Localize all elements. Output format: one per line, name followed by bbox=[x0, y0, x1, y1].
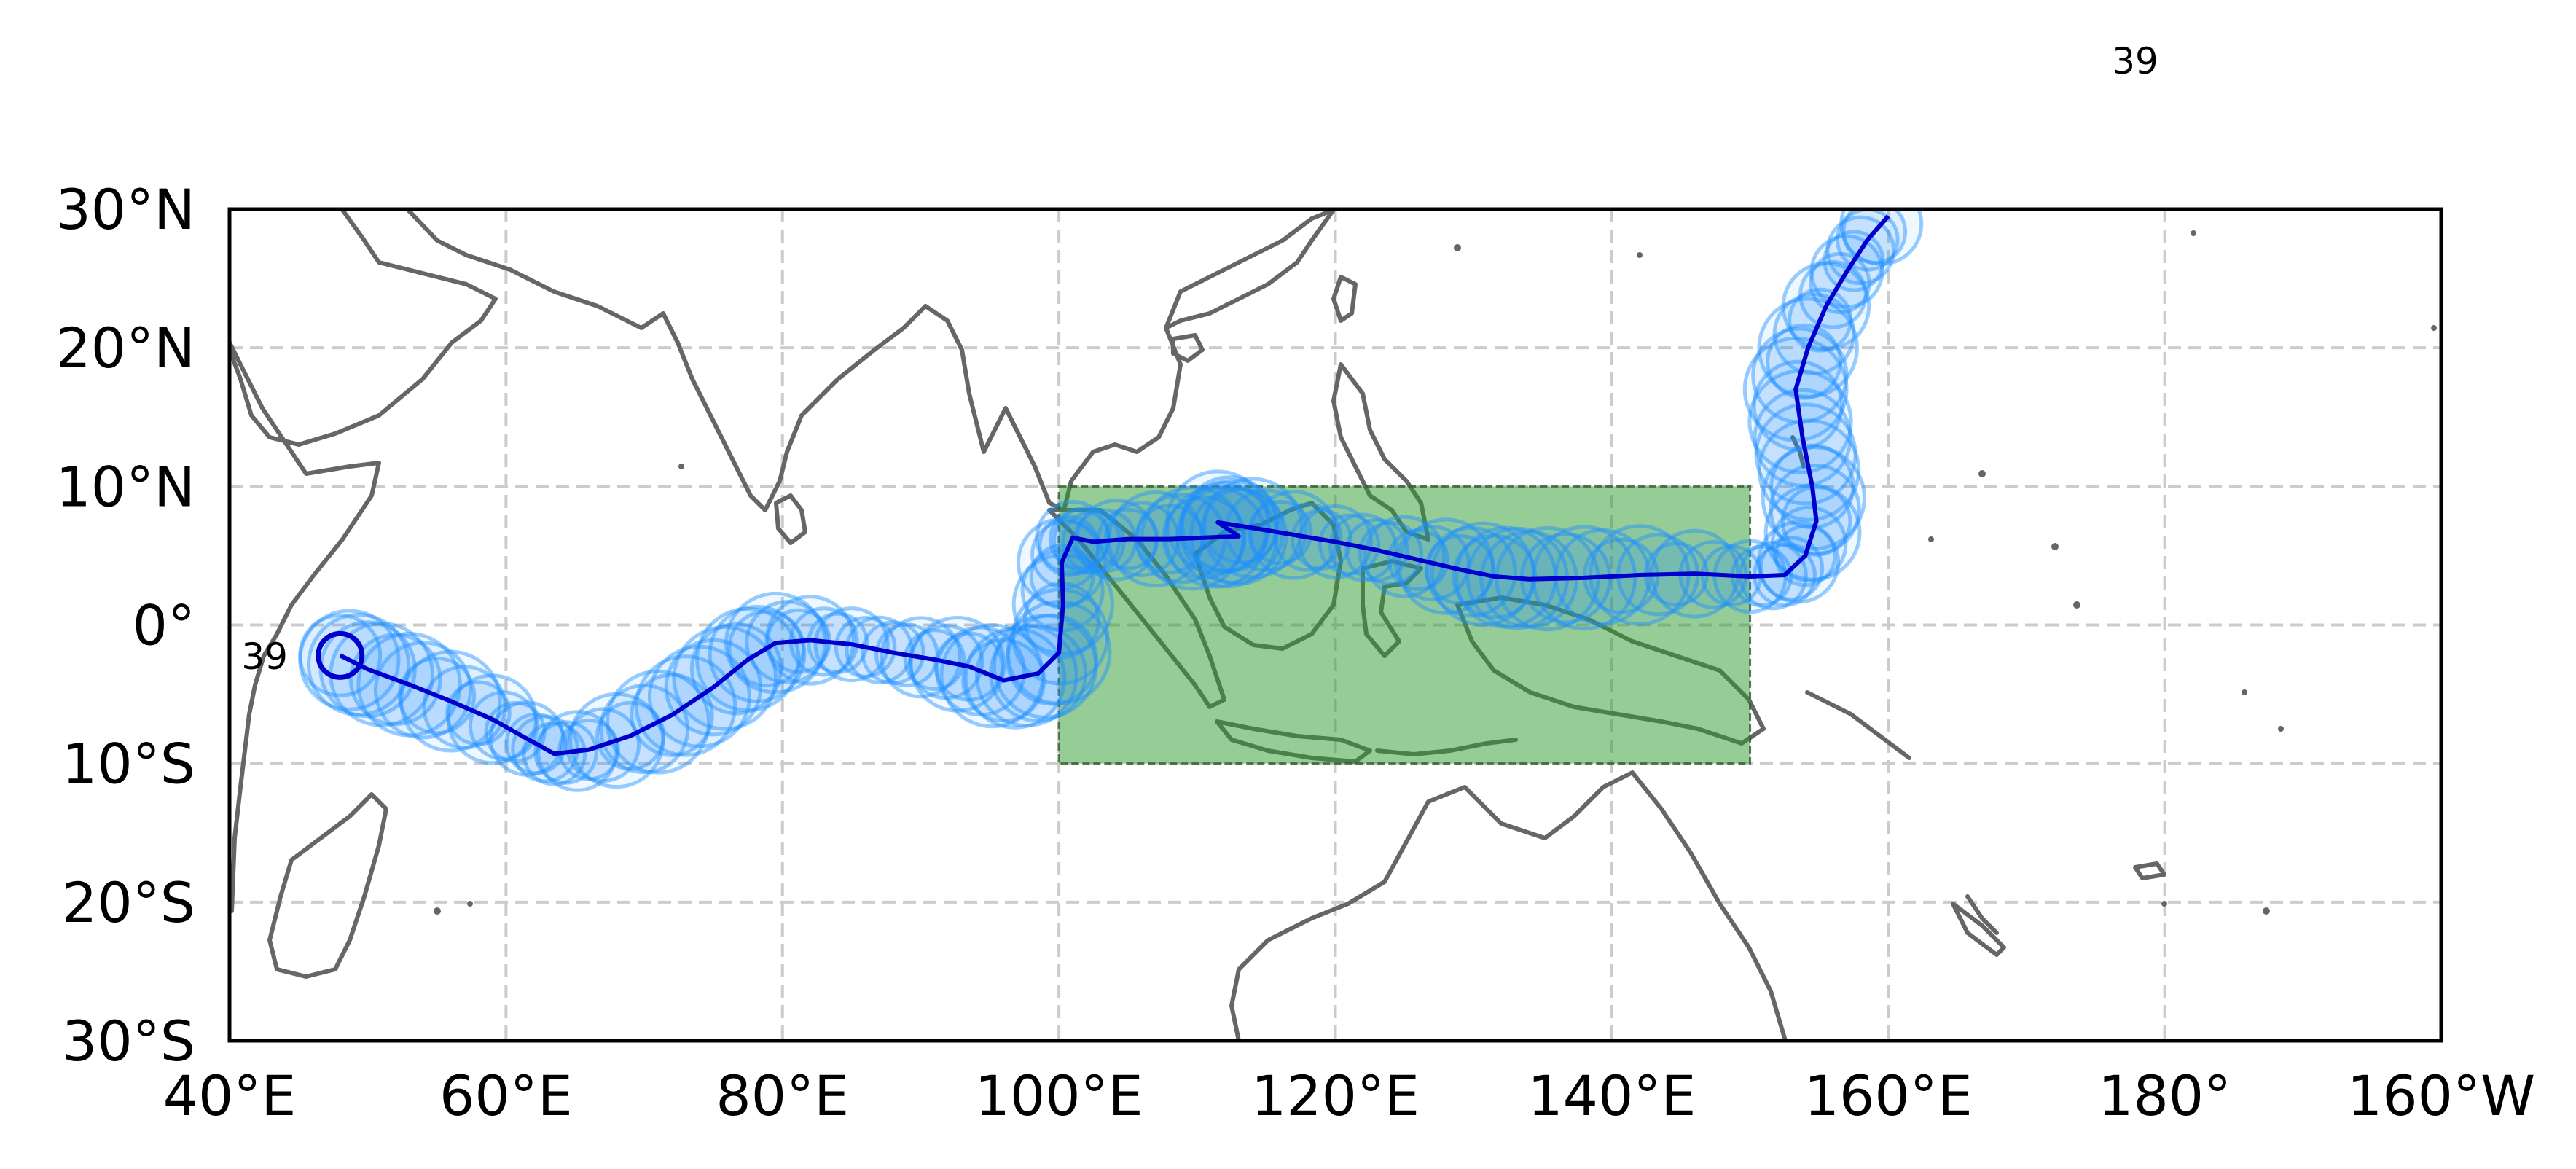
y-tick-label: 10°N bbox=[55, 454, 195, 519]
x-tick-label: 160°E bbox=[1804, 1063, 1973, 1128]
coastline-indochina bbox=[923, 209, 1336, 512]
island-dot bbox=[2051, 543, 2059, 550]
x-tick-label: 120°E bbox=[1251, 1063, 1420, 1128]
coastline-iran bbox=[406, 209, 665, 330]
island-dot bbox=[2073, 601, 2080, 609]
map-frame bbox=[227, 207, 2443, 1043]
y-tick-label: 20°S bbox=[62, 870, 195, 935]
coastline-newcaledonia bbox=[1951, 902, 2006, 957]
coastline-africa bbox=[230, 340, 381, 913]
island-dot bbox=[2191, 230, 2196, 236]
coastline-srilanka bbox=[774, 493, 807, 545]
y-tick-label: 0° bbox=[133, 593, 195, 658]
top-annotation: 39 bbox=[2112, 40, 2158, 82]
x-tick-label: 80°E bbox=[716, 1063, 849, 1128]
island-dot bbox=[2263, 907, 2270, 915]
region-box bbox=[1057, 485, 1752, 765]
x-tick-labels: 40°E 60°E 80°E 100°E 120°E 140°E 160°E 180° 160°… bbox=[163, 1063, 2535, 1128]
x-tick-label: 160°W bbox=[2347, 1063, 2535, 1128]
x-tick-label: 60°E bbox=[439, 1063, 573, 1128]
start-label: 39 bbox=[241, 636, 288, 678]
y-tick-label: 20°N bbox=[55, 316, 195, 380]
island-dot bbox=[2278, 726, 2284, 732]
island-dot bbox=[1978, 470, 1986, 477]
x-tick-label: 180° bbox=[2098, 1063, 2231, 1128]
track-start-marker bbox=[316, 630, 365, 680]
coastline-solomon bbox=[1805, 690, 1911, 760]
island-dot bbox=[1637, 252, 1643, 258]
y-tick-label: 30°S bbox=[62, 1009, 195, 1074]
island-dot bbox=[1928, 536, 1934, 542]
coastline-india bbox=[661, 304, 928, 512]
coastline-madagascar bbox=[267, 792, 388, 979]
island-dot bbox=[1454, 244, 1461, 251]
island-dot bbox=[434, 907, 441, 915]
y-tick-labels: 30°N 20°N 10°N 0° 10°S 20°S 30°S bbox=[55, 177, 195, 1074]
coastline-mariana bbox=[1790, 435, 1806, 469]
coastline-fiji bbox=[2133, 861, 2166, 880]
island-dot bbox=[678, 464, 684, 469]
track-line bbox=[339, 214, 1890, 756]
coastline-vanuatu bbox=[1965, 894, 1999, 935]
coastline-china bbox=[1164, 209, 1336, 330]
coastline-australia bbox=[1229, 770, 1788, 1041]
island-dot bbox=[467, 901, 473, 907]
x-tick-label: 100°E bbox=[975, 1063, 1143, 1128]
island-dot bbox=[2161, 901, 2167, 907]
coastline-hainan bbox=[1171, 333, 1205, 363]
coastline-arabia bbox=[230, 209, 498, 447]
coastline-taiwan bbox=[1331, 275, 1358, 323]
x-tick-label: 140°E bbox=[1527, 1063, 1696, 1128]
x-tick-label: 40°E bbox=[163, 1063, 297, 1128]
y-tick-label: 30°N bbox=[55, 177, 195, 242]
island-dot bbox=[2431, 325, 2437, 331]
island-dot bbox=[2242, 689, 2247, 695]
y-tick-label: 10°S bbox=[62, 732, 195, 797]
